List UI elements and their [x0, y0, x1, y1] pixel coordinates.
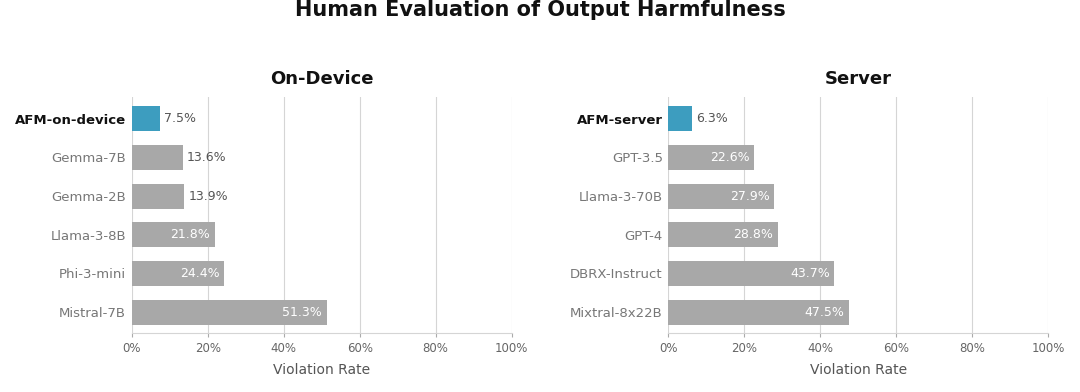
- Bar: [132, 106, 160, 131]
- Title: On-Device: On-Device: [270, 70, 374, 87]
- Text: 22.6%: 22.6%: [710, 151, 750, 164]
- Text: 24.4%: 24.4%: [180, 267, 220, 280]
- Bar: [669, 183, 774, 209]
- Text: Human Evaluation of Output Harmfulness: Human Evaluation of Output Harmfulness: [295, 0, 785, 20]
- Bar: [669, 299, 849, 325]
- Bar: [669, 145, 754, 170]
- Text: 7.5%: 7.5%: [164, 112, 195, 125]
- Bar: [669, 222, 778, 247]
- X-axis label: Violation Rate: Violation Rate: [273, 363, 370, 377]
- Bar: [669, 261, 835, 286]
- X-axis label: Violation Rate: Violation Rate: [810, 363, 907, 377]
- Title: Server: Server: [825, 70, 892, 87]
- Bar: [132, 222, 215, 247]
- Text: 28.8%: 28.8%: [733, 228, 773, 241]
- Bar: [132, 299, 326, 325]
- Bar: [132, 145, 184, 170]
- Text: 51.3%: 51.3%: [282, 306, 322, 319]
- Bar: [132, 261, 225, 286]
- Bar: [669, 106, 692, 131]
- Text: 13.9%: 13.9%: [188, 190, 228, 203]
- Text: 6.3%: 6.3%: [697, 112, 728, 125]
- Text: 13.6%: 13.6%: [187, 151, 227, 164]
- Text: 21.8%: 21.8%: [171, 228, 210, 241]
- Text: 27.9%: 27.9%: [730, 190, 770, 203]
- Text: 47.5%: 47.5%: [805, 306, 845, 319]
- Bar: [132, 183, 185, 209]
- Text: 43.7%: 43.7%: [791, 267, 829, 280]
